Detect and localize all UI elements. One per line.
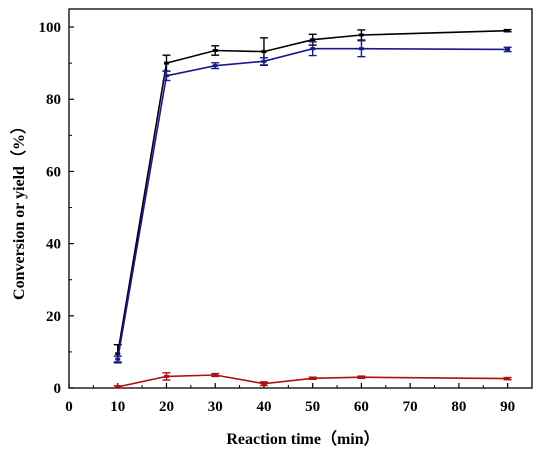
data-point xyxy=(163,74,169,78)
x-tick-label: 70 xyxy=(403,399,418,415)
y-tick-label: 100 xyxy=(39,20,62,36)
data-point xyxy=(163,61,169,65)
data-point xyxy=(505,47,511,51)
data-point xyxy=(358,47,364,51)
y-tick-label: 20 xyxy=(46,309,61,325)
y-axis-label: Conversion or yield（%） xyxy=(10,118,28,300)
x-tick-label: 40 xyxy=(256,399,271,415)
data-point xyxy=(212,49,218,53)
x-tick-label: 0 xyxy=(65,399,73,415)
data-point xyxy=(261,50,267,54)
data-point xyxy=(310,376,316,380)
series-line xyxy=(116,29,508,354)
x-tick-label: 50 xyxy=(305,399,320,415)
x-tick-label: 60 xyxy=(354,399,369,415)
series-1 xyxy=(113,28,512,364)
data-point xyxy=(115,357,121,361)
series-2 xyxy=(113,40,512,363)
y-axis: 0 20 40 60 80 100 xyxy=(39,20,74,397)
data-point xyxy=(358,33,364,37)
y-tick-label: 40 xyxy=(46,237,61,253)
data-point xyxy=(358,375,364,379)
y-tick-label: 0 xyxy=(54,381,62,397)
x-tick-label: 80 xyxy=(451,399,466,415)
series-line xyxy=(116,47,508,360)
data-point xyxy=(212,373,218,377)
x-tick-label: 30 xyxy=(208,399,223,415)
x-tick-label: 20 xyxy=(159,399,174,415)
y-tick-label: 80 xyxy=(46,92,61,108)
x-tick-label: 10 xyxy=(110,399,125,415)
data-point xyxy=(115,352,121,356)
x-tick-label: 90 xyxy=(500,399,515,415)
plot-frame xyxy=(68,8,533,389)
y-tick-label: 60 xyxy=(46,164,61,180)
x-axis-label: Reaction time（min） xyxy=(226,430,379,448)
data-point xyxy=(261,59,267,63)
plot-border xyxy=(68,8,533,389)
series-3 xyxy=(113,372,512,389)
x-axis: 0 10 20 30 40 50 60 70 80 90 xyxy=(65,383,515,415)
data-point xyxy=(212,64,218,68)
data-point xyxy=(115,385,121,389)
data-point xyxy=(505,377,511,381)
data-point xyxy=(310,38,316,42)
series-layer xyxy=(113,28,512,389)
data-point xyxy=(505,29,511,33)
data-point xyxy=(163,374,169,378)
data-point xyxy=(310,47,316,51)
data-point xyxy=(261,382,267,386)
